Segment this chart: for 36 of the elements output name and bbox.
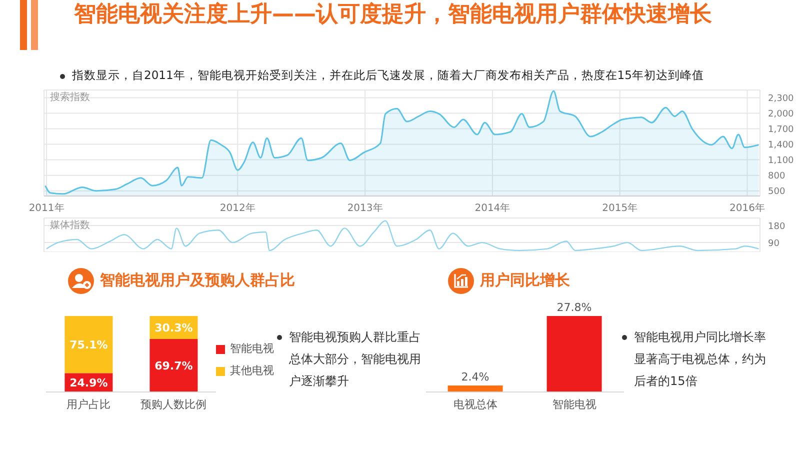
x-tick-label: 用户占比 <box>66 398 110 411</box>
x-tick-label: 2013年 <box>347 202 383 214</box>
data-label: 24.9% <box>70 376 108 390</box>
y-tick-label: 2,300 <box>768 94 794 104</box>
y-tick-label: 1,400 <box>768 140 794 150</box>
chart-title: 智能电视关注度上升——认可度提升，智能电视用户群体快速增长 <box>74 0 713 29</box>
legend-label: 智能电视 <box>229 341 274 357</box>
y-tick-label: 180 <box>768 222 786 232</box>
x-tick-label: 电视总体 <box>454 398 498 411</box>
y-axis-title: 媒体指数 <box>50 218 90 232</box>
x-tick-label: 2015年 <box>602 202 638 214</box>
data-label: 27.8% <box>556 301 592 314</box>
x-tick-label: 2012年 <box>220 202 256 214</box>
text: 智能电视用户同比增长率显著高于电视总体，约为后者的15倍 <box>634 330 766 388</box>
y-tick-label: 500 <box>768 187 786 198</box>
x-tick-label: 2014年 <box>474 202 510 214</box>
text: 智能电视预购人群比重占总体大部分，智能电视用户逐渐攀升 <box>289 330 421 388</box>
data-label: 2.4% <box>461 370 490 384</box>
x-tick-label: 2016年 <box>730 202 765 214</box>
legend-label: 其他电视 <box>229 363 274 379</box>
chart-title: 智能电视用户及预购人群占比 <box>100 271 295 290</box>
x-tick-label: 智能电视 <box>552 398 596 411</box>
y-tick-label: 1,100 <box>768 156 794 166</box>
line-series <box>46 220 760 252</box>
chart-subtitle: 指数显示，自2011年，智能电视开始受到关注，并在此后飞速发展，随着大厂商发布相关产品，热度在15年初达到峰值 <box>72 68 704 82</box>
y-tick-label: 800 <box>768 172 786 182</box>
y-tick-label: 90 <box>768 238 780 249</box>
data-label: 30.3% <box>154 321 193 334</box>
chart-title: 用户同比增长 <box>480 271 570 290</box>
x-tick-label: 2011年 <box>28 202 64 214</box>
x-tick-label: 预购人数比例 <box>140 398 206 411</box>
y-axis-title: 搜索指数 <box>50 90 90 104</box>
data-label: 69.7% <box>154 359 193 372</box>
y-tick-label: 2,000 <box>768 109 794 120</box>
data-label: 75.1% <box>70 338 108 352</box>
y-tick-label: 1,700 <box>768 124 794 135</box>
